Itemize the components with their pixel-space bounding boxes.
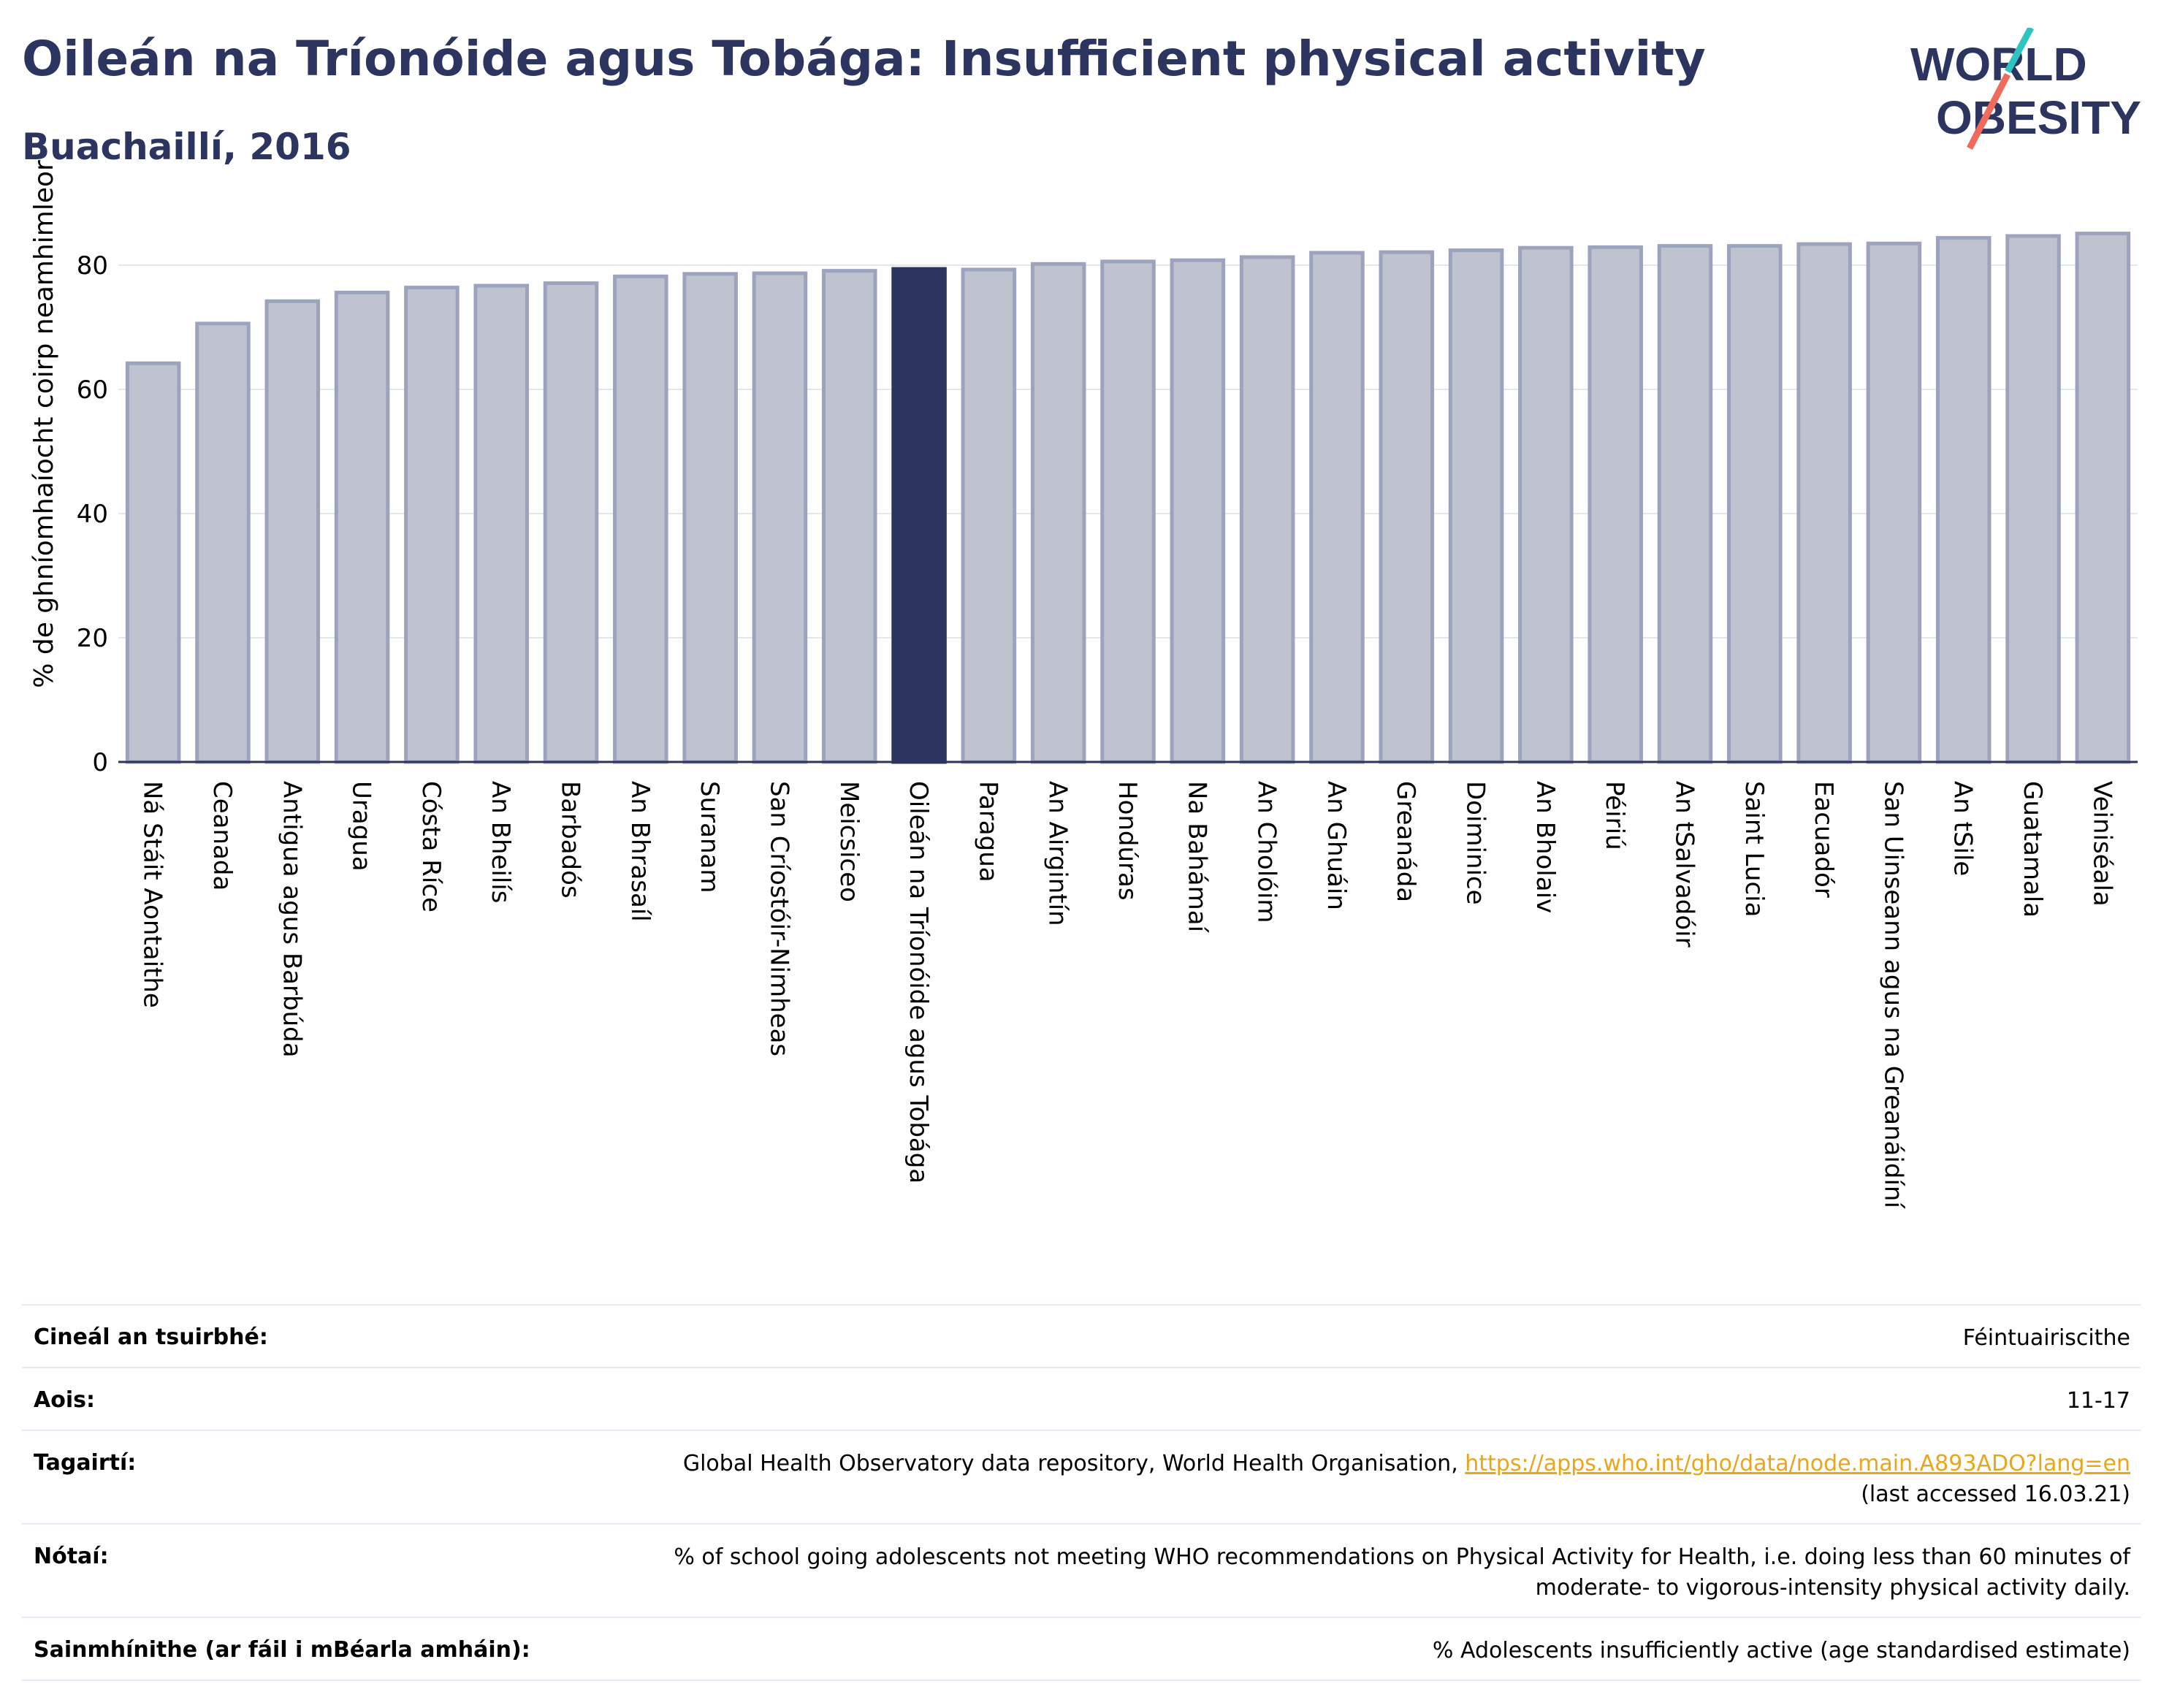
x-tick-label: Eacuadór bbox=[1809, 781, 1838, 898]
bar bbox=[1170, 258, 1226, 764]
references-accessed: (last accessed 16.03.21) bbox=[1861, 1482, 2130, 1507]
bar bbox=[1935, 236, 1992, 764]
x-tick-label: Hondúras bbox=[1113, 781, 1142, 901]
bar bbox=[473, 283, 529, 764]
bar bbox=[2075, 232, 2131, 764]
x-tick-label: Saint Lucia bbox=[1739, 781, 1769, 917]
survey-type-value: Féintuairiscithe bbox=[1962, 1325, 2130, 1351]
notes-value: % of school going adolescents not meetin… bbox=[674, 1544, 2130, 1601]
axes: 0 20 40 60 80 Ná Stáit Aontaithe Ceanada Antigu… bbox=[77, 251, 2138, 1209]
bar bbox=[1448, 248, 1504, 764]
logo-text-world: WORLD bbox=[1910, 38, 2087, 91]
x-tick-label: San Uinseann agus na Greanáidíní bbox=[1878, 781, 1907, 1209]
bars bbox=[125, 232, 2131, 764]
bar bbox=[1657, 244, 1713, 764]
bar bbox=[682, 272, 738, 764]
x-tick-label: Suranam bbox=[695, 781, 724, 893]
x-tick-label: An Bhrasaíl bbox=[625, 781, 655, 922]
bar bbox=[821, 269, 877, 764]
bar bbox=[1030, 262, 1086, 764]
y-tick-label: 40 bbox=[77, 500, 108, 529]
x-tick-label: An Airgintín bbox=[1043, 781, 1072, 926]
x-tick-label: An Bholaiv bbox=[1531, 781, 1560, 913]
x-tick-label: An Ghuáin bbox=[1322, 781, 1351, 910]
x-tick-label: Guatamala bbox=[2018, 781, 2047, 918]
x-tick-label: Paragua bbox=[973, 781, 1002, 882]
bar bbox=[543, 281, 599, 764]
bar bbox=[1239, 255, 1295, 764]
bar bbox=[1100, 259, 1156, 764]
references-text: Global Health Observatory data repositor… bbox=[682, 1451, 1466, 1476]
logo-slash-coral bbox=[1966, 72, 2011, 150]
x-tick-label: Na Bahámaí bbox=[1182, 781, 1211, 934]
x-tick-label: Veiniséala bbox=[2087, 781, 2116, 907]
y-axis-label: % de ghníomhaíocht coirp neamhimleor bbox=[29, 160, 59, 688]
x-tick-label: Ná Stáit Aontaithe bbox=[138, 781, 167, 1008]
x-tick-label: Antigua agus Barbúda bbox=[277, 781, 306, 1058]
x-tick-label: Barbadós bbox=[556, 781, 585, 899]
bar bbox=[1379, 250, 1435, 764]
survey-type-label: Cineál an tsuirbhé: bbox=[34, 1324, 268, 1350]
x-tick-label: Oileán na Tríonóide agus Tobága bbox=[904, 781, 933, 1183]
bar bbox=[1518, 245, 1574, 764]
bar bbox=[961, 267, 1017, 764]
x-tick-label: Doiminice bbox=[1461, 781, 1490, 905]
logo-slash-teal bbox=[2005, 28, 2034, 74]
bar bbox=[1796, 242, 1852, 764]
bar bbox=[1309, 251, 1365, 764]
bar bbox=[2005, 234, 2061, 764]
x-tick-label: Péiriú bbox=[1600, 781, 1629, 850]
x-tick-label: An tSalvadóir bbox=[1669, 781, 1699, 948]
y-tick-label: 80 bbox=[77, 251, 108, 281]
bar bbox=[125, 361, 181, 764]
x-tick-label: Cósta Ríce bbox=[416, 781, 446, 912]
definitions-label: Sainmhínithe (ar fáil i mBéarla amháin): bbox=[34, 1637, 530, 1663]
bar bbox=[264, 299, 321, 764]
x-tick-label: Greanáda bbox=[1391, 781, 1420, 902]
bar bbox=[1727, 244, 1783, 764]
chart-title: Oileán na Tríonóide agus Tobága: Insuffi… bbox=[22, 31, 1706, 87]
notes-label: Nótaí: bbox=[34, 1544, 109, 1569]
y-tick-label: 60 bbox=[77, 375, 108, 405]
definitions-value: % Adolescents insufficiently active (age… bbox=[1432, 1638, 2130, 1663]
age-label: Aois: bbox=[34, 1387, 95, 1413]
references-value: Global Health Observatory data repositor… bbox=[683, 1449, 2141, 1510]
x-tick-label: Meicsiceo bbox=[834, 781, 864, 902]
world-obesity-logo: WORLD OBESITY bbox=[1910, 28, 2141, 150]
bar bbox=[1866, 241, 1922, 764]
bar bbox=[404, 286, 460, 764]
age-value: 11-17 bbox=[2066, 1388, 2130, 1414]
bar bbox=[752, 271, 808, 764]
bar bbox=[613, 274, 668, 764]
references-label: Tagairtí: bbox=[34, 1450, 137, 1476]
info-row-references: Tagairtí: Global Health Observatory data… bbox=[22, 1430, 2141, 1523]
logo-text-obesity: OBESITY bbox=[1936, 91, 2141, 144]
info-row-age: Aois: 11-17 bbox=[22, 1367, 2141, 1430]
references-link[interactable]: https://apps.who.int/gho/data/node.main.… bbox=[1465, 1451, 2130, 1476]
chart-subtitle: Buachaillí, 2016 bbox=[22, 126, 351, 168]
bar bbox=[195, 321, 251, 764]
x-tick-label: San Críostóir-Nimheas bbox=[764, 781, 793, 1056]
bar-highlighted bbox=[891, 267, 947, 764]
bar bbox=[334, 290, 390, 764]
x-tick-label: An Cholóim bbox=[1252, 781, 1281, 923]
y-tick-label: 0 bbox=[92, 748, 108, 777]
info-row-definitions: Sainmhínithe (ar fáil i mBéarla amháin):… bbox=[22, 1617, 2141, 1681]
bar-chart: 0 20 40 60 80 Ná Stáit Aontaithe Ceanada Antigu… bbox=[29, 160, 2138, 1209]
x-tick-label: An tSile bbox=[1948, 781, 1978, 876]
y-tick-label: 20 bbox=[77, 624, 108, 653]
info-row-notes: Nótaí: % of school going adolescents not… bbox=[22, 1523, 2141, 1617]
x-tick-label: Uragua bbox=[347, 781, 376, 872]
bar bbox=[1588, 245, 1643, 764]
x-tick-label: Ceanada bbox=[207, 781, 237, 891]
x-tick-label: An Bheilís bbox=[486, 781, 515, 903]
info-table: Cineál an tsuirbhé: Féintuairiscithe Aoi… bbox=[22, 1304, 2141, 1681]
info-row-survey-type: Cineál an tsuirbhé: Féintuairiscithe bbox=[22, 1304, 2141, 1367]
